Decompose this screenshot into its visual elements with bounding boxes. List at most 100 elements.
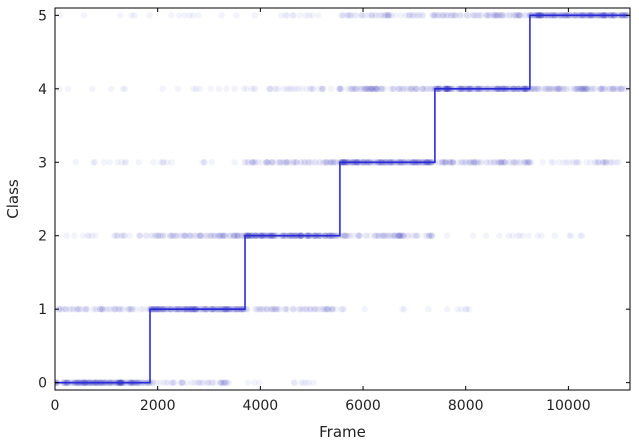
scatter-point — [318, 306, 326, 313]
scatter-point — [66, 306, 73, 313]
scatter-point — [164, 379, 171, 386]
scatter-point — [492, 12, 499, 19]
scatter-point — [534, 85, 542, 93]
scatter-point — [419, 85, 426, 93]
scatter-point — [186, 232, 194, 239]
scatter-point — [394, 85, 401, 93]
scatter-point — [441, 159, 449, 166]
scatter-point — [289, 12, 296, 19]
scatter-point — [516, 12, 523, 19]
scatter-point — [434, 12, 441, 19]
scatter-point — [581, 85, 589, 93]
scatter-point — [555, 159, 563, 166]
scatter-point — [303, 85, 310, 93]
scatter-point — [221, 232, 228, 239]
scatter-point — [192, 85, 200, 93]
scatter-point — [450, 159, 457, 166]
scatter-point — [85, 232, 92, 239]
scatter-point — [208, 159, 215, 166]
scatter-point — [399, 306, 406, 313]
scatter-point — [283, 159, 290, 166]
scatter-point — [206, 379, 213, 386]
scatter-point — [333, 159, 341, 166]
scatter-point — [82, 306, 90, 313]
scatter-point — [56, 12, 64, 19]
scatter-point — [515, 12, 523, 19]
scatter-point — [483, 12, 490, 19]
scatter-point — [601, 159, 609, 166]
scatter-point — [159, 232, 166, 239]
scatter-point — [551, 232, 559, 239]
scatter-point — [122, 159, 130, 166]
scatter-point — [269, 306, 276, 313]
scatter-point — [513, 159, 520, 166]
scatter-point — [252, 85, 259, 93]
scatter-point — [97, 306, 104, 313]
scatter-point — [574, 85, 581, 93]
scatter-point — [284, 159, 292, 166]
scatter-point — [470, 12, 477, 19]
scatter-point — [459, 159, 466, 166]
scatter-point — [227, 232, 234, 239]
scatter-point — [121, 159, 128, 166]
scatter-point — [412, 85, 419, 93]
scatter-point — [207, 232, 214, 239]
scatter-point — [420, 85, 427, 93]
scatter-point — [347, 85, 354, 93]
scatter-point — [337, 85, 344, 93]
scatter-point — [127, 306, 134, 313]
scatter-point — [446, 159, 453, 166]
scatter-point — [263, 306, 271, 313]
scatter-point — [212, 232, 219, 239]
scatter-point — [280, 85, 288, 93]
scatter-point — [283, 12, 291, 19]
scatter-point — [306, 306, 313, 313]
scatter-point — [542, 85, 550, 93]
scatter-point — [351, 12, 358, 19]
scatter-point — [183, 232, 190, 239]
scatter-point — [255, 159, 262, 166]
scatter-point — [531, 85, 538, 93]
scatter-point — [472, 159, 480, 166]
scatter-point — [314, 306, 321, 313]
scatter-point — [506, 159, 513, 166]
scatter-point — [84, 232, 92, 239]
scatter-point — [458, 159, 466, 166]
scatter-point — [545, 85, 553, 93]
scatter-point — [510, 159, 517, 166]
scatter-point — [421, 232, 428, 239]
scatter-point — [392, 12, 399, 19]
scatter-point — [73, 306, 80, 313]
scatter-point — [59, 306, 67, 313]
scatter-point — [143, 232, 150, 239]
scatter-point — [187, 232, 194, 239]
scatter-point — [413, 232, 420, 239]
scatter-point — [384, 12, 391, 19]
scatter-point — [183, 379, 191, 386]
x-tick-label: 0 — [51, 398, 60, 414]
scatter-point — [137, 306, 145, 313]
scatter-point — [302, 12, 309, 19]
scatter-point — [350, 232, 357, 239]
scatter-point — [62, 306, 70, 313]
scatter-point — [275, 85, 282, 93]
scatter-point — [251, 379, 258, 386]
scatter-point — [419, 12, 426, 19]
scatter-point — [444, 12, 451, 19]
scatter-point — [381, 232, 388, 239]
scatter-point — [584, 85, 591, 93]
scatter-point — [270, 306, 277, 313]
scatter-point — [216, 232, 223, 239]
scatter-point — [392, 232, 399, 239]
scatter-point — [344, 85, 351, 93]
scatter-point — [210, 232, 218, 239]
scatter-point — [330, 159, 337, 166]
scatter-point — [437, 159, 444, 166]
scatter-point — [550, 159, 557, 166]
scatter-point — [363, 85, 370, 93]
scatter-point — [168, 159, 175, 166]
scatter-point — [234, 232, 241, 239]
scatter-point — [203, 232, 210, 239]
scatter-point — [510, 159, 518, 166]
scatter-point — [475, 159, 482, 166]
